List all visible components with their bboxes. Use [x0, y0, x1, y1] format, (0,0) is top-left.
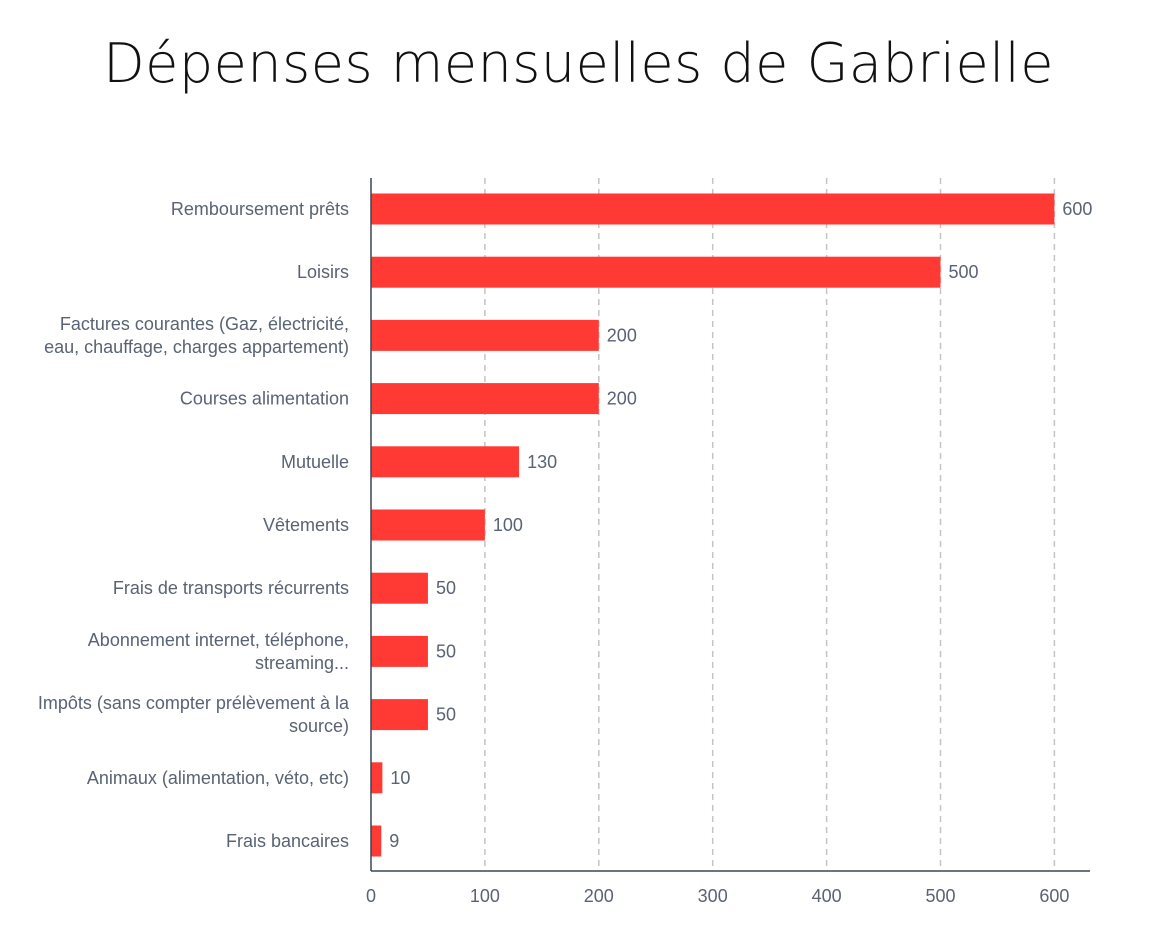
grid-lines — [484, 178, 1056, 871]
category-label: Factures courantes (Gaz, électricité, eau… — [44, 314, 349, 357]
bar — [371, 762, 383, 794]
data-label: 130 — [527, 452, 557, 472]
category-label: Mutuelle — [281, 452, 349, 472]
data-label: 600 — [1062, 199, 1092, 219]
data-label: 9 — [389, 831, 399, 851]
bar — [371, 572, 428, 604]
x-tick-label: 100 — [470, 886, 500, 906]
axes — [370, 178, 1090, 872]
category-label: Impôts (sans compter prélèvement à la sou… — [38, 693, 350, 736]
x-tick-label: 500 — [925, 886, 955, 906]
category-label: Courses alimentation — [180, 389, 349, 409]
bar — [371, 509, 485, 541]
data-label: 100 — [493, 515, 523, 535]
chart-title: Dépenses mensuelles de Gabrielle — [103, 32, 1054, 95]
bar — [371, 256, 941, 288]
category-label: Vêtements — [263, 515, 349, 535]
x-tick-label: 200 — [584, 886, 614, 906]
bar — [371, 699, 428, 731]
labels: 0 100 200 300 400 500 600 Remboursement prêts 60… — [38, 199, 1093, 906]
bar — [371, 193, 1055, 225]
bar — [371, 383, 599, 415]
category-label: Frais bancaires — [226, 831, 349, 851]
x-tick-label: 400 — [812, 886, 842, 906]
x-tick-label: 0 — [366, 886, 376, 906]
category-label: Loisirs — [297, 262, 349, 282]
data-label: 200 — [607, 325, 637, 345]
x-tick-label: 300 — [698, 886, 728, 906]
data-label: 50 — [436, 641, 456, 661]
data-label: 50 — [436, 705, 456, 725]
x-tick-label: 600 — [1039, 886, 1069, 906]
bar — [371, 635, 428, 667]
bar — [371, 446, 520, 478]
category-label: Animaux (alimentation, véto, etc) — [87, 768, 349, 788]
category-label: Remboursement prêts — [171, 199, 349, 219]
data-label: 50 — [436, 578, 456, 598]
data-label: 200 — [607, 389, 637, 409]
category-label: Frais de transports récurrents — [113, 578, 349, 598]
bar — [371, 825, 382, 857]
data-label: 500 — [949, 262, 979, 282]
category-label: Abonnement internet, téléphone, streaming… — [88, 630, 349, 673]
bar — [371, 319, 599, 351]
data-label: 10 — [390, 768, 410, 788]
bars — [371, 193, 1055, 857]
